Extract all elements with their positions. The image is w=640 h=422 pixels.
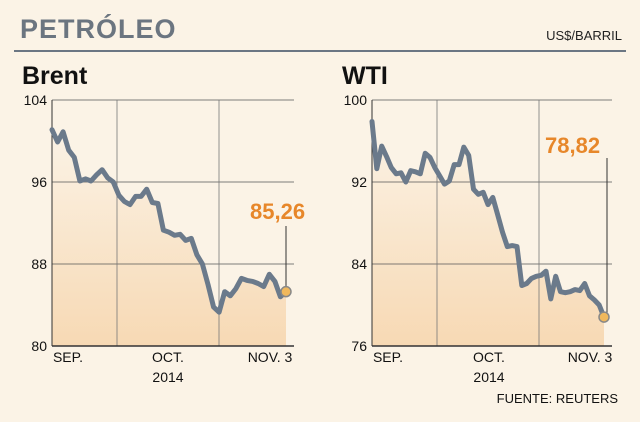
wti-last-value: 78,82	[545, 133, 600, 158]
brent-month-label: OCT.	[152, 349, 184, 365]
brent-ytick-label: 104	[24, 92, 48, 108]
wti-ytick-label: 92	[351, 174, 367, 190]
brent-year-label: 2014	[152, 369, 183, 385]
source-note: FUENTE: REUTERS	[496, 391, 618, 406]
wti-price-line	[369, 119, 607, 320]
header-bar: PETRÓLEO US$/BARRIL	[14, 8, 626, 52]
wti-ytick-label: 84	[351, 256, 367, 272]
wti-month-label: SEP.	[373, 349, 403, 365]
wti-month-label: OCT.	[473, 349, 505, 365]
wti-chart-title: WTI	[342, 62, 388, 90]
unit-label: US$/BARRIL	[546, 28, 622, 43]
wti-year-label: 2014	[473, 369, 504, 385]
brent-chart-title: Brent	[22, 62, 88, 90]
wti-ytick-label: 76	[351, 338, 367, 354]
wti-last-point	[598, 311, 610, 323]
wti-month-label: NOV. 3	[568, 349, 613, 365]
brent-ytick-label: 80	[31, 338, 47, 354]
brent-month-label: NOV. 3	[248, 349, 293, 365]
page-title: PETRÓLEO	[20, 14, 177, 44]
brent-ytick-label: 88	[31, 256, 47, 272]
wti-ytick-label: 100	[344, 92, 368, 108]
brent-area-fill	[52, 129, 286, 346]
brent-month-label: SEP.	[53, 349, 83, 365]
brent-last-point	[280, 285, 292, 298]
brent-price-line	[49, 127, 289, 315]
wti-area-fill	[372, 121, 604, 347]
brent-ytick-label: 96	[31, 174, 47, 190]
brent-last-value: 85,26	[250, 199, 305, 224]
